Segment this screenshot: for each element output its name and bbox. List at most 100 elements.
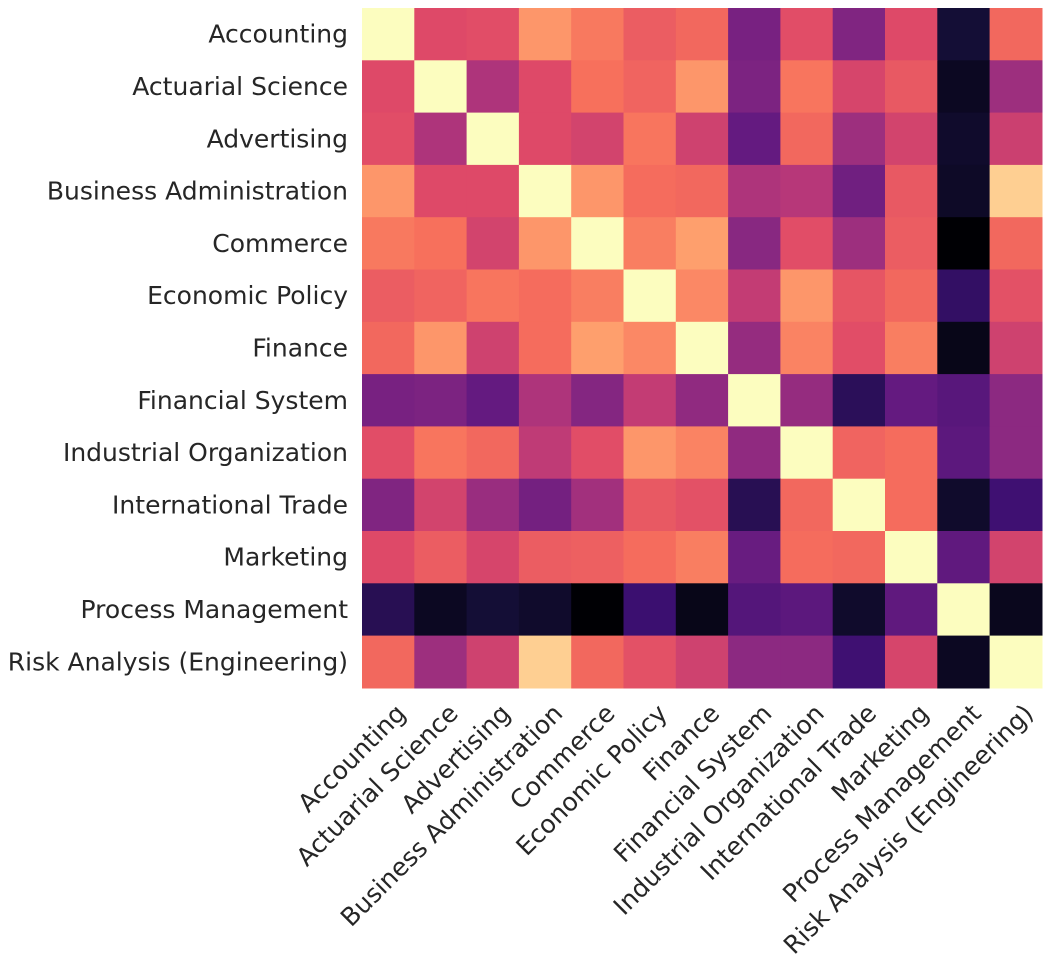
heatmap-cell [362,583,415,637]
heatmap-cell [989,635,1043,689]
heatmap-cell [362,478,415,532]
heatmap-cell [885,426,938,480]
heatmap-cell [832,478,886,532]
heatmap-cell [518,60,572,114]
heatmap-cell [623,583,677,637]
heatmap-cell [414,269,468,323]
heatmap-cell [832,269,886,323]
heatmap-cell [466,269,520,323]
heatmap-cell [937,60,991,114]
heatmap-cell [885,217,938,271]
heatmap-cell [989,374,1043,427]
y-tick-label: Commerce [212,229,348,258]
heatmap-cell [832,321,886,375]
heatmap-cell [885,583,938,637]
heatmap-cell [414,112,468,166]
heatmap-cell [623,112,677,166]
heatmap-cell [832,635,886,689]
heatmap-cell [989,217,1043,271]
heatmap-cell [518,321,572,375]
heatmap-cell [675,635,729,689]
heatmap-cell [414,531,468,584]
heatmap-cell [466,426,520,480]
heatmap-cell [989,269,1043,323]
heatmap-cell [518,8,572,61]
heatmap-cell [780,374,834,427]
heatmap-cell [571,112,625,166]
heatmap-cell [518,374,572,427]
heatmap-cell [937,8,991,61]
heatmap-cell [989,478,1043,532]
heatmap-cell [414,478,468,532]
heatmap-cell [518,478,572,532]
heatmap-cell [728,374,781,427]
heatmap-cell [675,8,729,61]
heatmap-cell [937,531,991,584]
heatmap-cell [832,60,886,114]
heatmap-cell [989,531,1043,584]
heatmap-cell [518,269,572,323]
heatmap-cell [571,8,625,61]
heatmap-cell [937,374,991,427]
heatmap-cell [989,60,1043,114]
heatmap-cell [675,583,729,637]
heatmap-cell [623,321,677,375]
heatmap-cell [780,635,834,689]
heatmap-cell [623,269,677,323]
heatmap-cell [832,374,886,427]
heatmap-cell [362,217,415,271]
heatmap-cell [780,60,834,114]
heatmap-cell [571,269,625,323]
heatmap-cell [518,112,572,166]
y-tick-label: Risk Analysis (Engineering) [8,647,348,676]
heatmap-cell [675,60,729,114]
heatmap-cell [571,635,625,689]
heatmap-cell [780,478,834,532]
y-tick-label: Actuarial Science [132,72,348,101]
heatmap-cell [466,583,520,637]
heatmap-cell [414,374,468,427]
heatmap-cell [832,112,886,166]
heatmap-cell [832,164,886,218]
heatmap-cell [362,112,415,166]
heatmap-cell [362,8,415,61]
heatmap-cell [937,112,991,166]
heatmap-cell [780,426,834,480]
heatmap-cell [832,583,886,637]
heatmap-cell [728,321,781,375]
heatmap-cell [362,374,415,427]
y-tick-label: Industrial Organization [63,438,348,467]
heatmap-cell [885,321,938,375]
heatmap-cell [466,217,520,271]
heatmap-cell [675,426,729,480]
heatmap-cell [623,426,677,480]
heatmap-cell [728,531,781,584]
heatmap-cell [466,60,520,114]
heatmap-cell [466,8,520,61]
heatmap-cell [780,531,834,584]
y-tick-label: Business Administration [47,177,348,206]
heatmap-cell [728,269,781,323]
heatmap-cell [989,164,1043,218]
heatmap-cell [466,321,520,375]
heatmap-cell [414,164,468,218]
heatmap-cell [937,478,991,532]
heatmap-cell [414,321,468,375]
heatmap-cell [728,164,781,218]
heatmap-cell [728,112,781,166]
heatmap-cell [518,164,572,218]
heatmap-cell [780,164,834,218]
heatmap-cell [780,217,834,271]
heatmap-cell [780,583,834,637]
heatmap-cell [571,583,625,637]
heatmap-cell [675,112,729,166]
heatmap-cells [362,8,1043,689]
heatmap-cell [571,164,625,218]
heatmap-cell [832,217,886,271]
heatmap-cell [675,164,729,218]
y-tick-label: Economic Policy [147,281,348,310]
heatmap-cell [885,531,938,584]
heatmap-cell [362,426,415,480]
